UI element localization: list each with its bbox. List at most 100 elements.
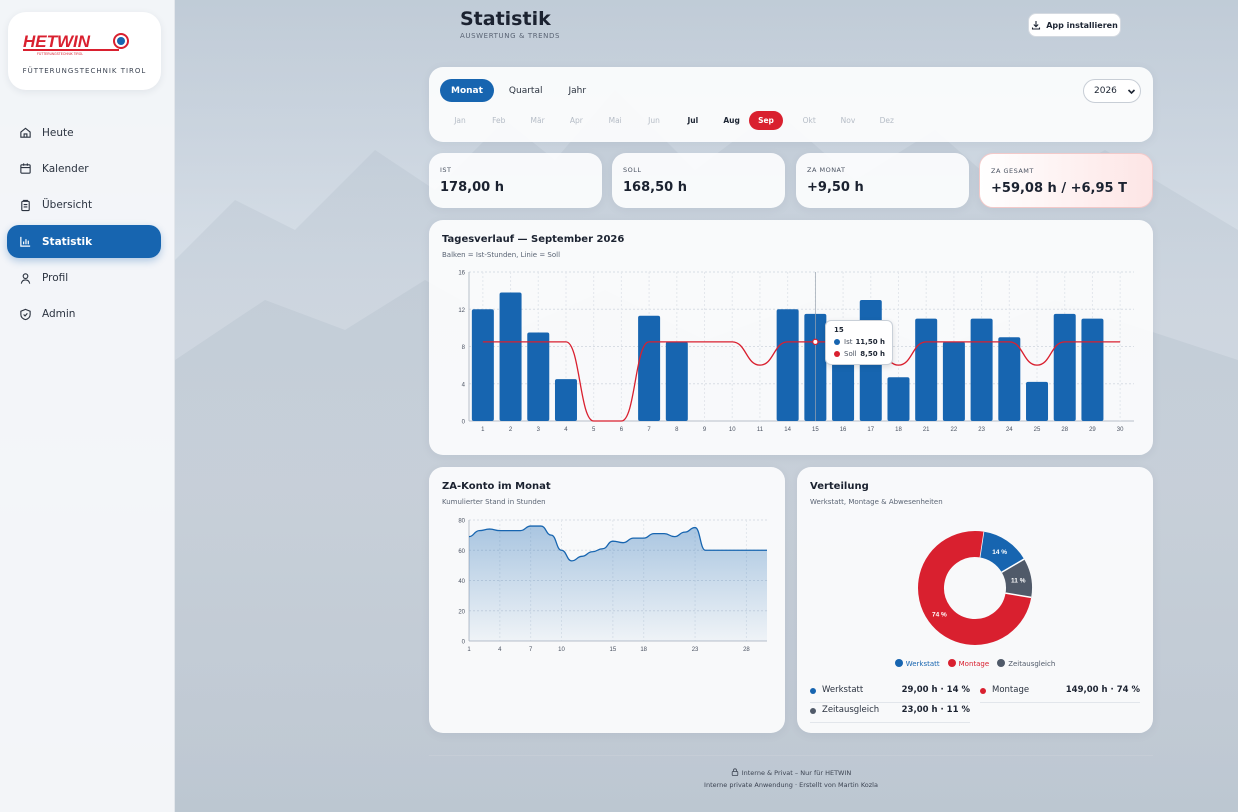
distribution-row-werkstatt: Werkstatt 29,00 h · 14 %	[810, 683, 970, 703]
month-nov: Nov	[840, 116, 856, 125]
sidebar: HETWIN FÜTTERUNGSTECHNIK TIROL FÜTTERUNG…	[0, 0, 175, 812]
logo-tagline: FÜTTERUNGSTECHNIK TIROL	[37, 52, 83, 56]
month-okt: Okt	[802, 116, 816, 125]
nav-item-heute[interactable]: Heute	[7, 116, 161, 149]
za-chart[interactable]: 0 20 40 60 80 1 4 7 10 15 18 23 28	[429, 467, 785, 733]
bar	[776, 309, 799, 421]
kpi-soll: SOLL 168,50 h	[612, 153, 785, 208]
month-apr: Apr	[569, 116, 583, 125]
nav-item-kalender[interactable]: Kalender	[7, 152, 161, 185]
x-tick-label: 15	[610, 647, 617, 653]
distribution-legend: Werkstatt Montage Zeitausgleich	[797, 659, 1153, 668]
za-line	[468, 525, 767, 562]
x-tick-label: 23	[692, 647, 699, 653]
lock-icon	[731, 768, 738, 776]
row-dot	[810, 688, 816, 694]
x-tick-label: 25	[1034, 427, 1041, 433]
x-tick-label: 4	[498, 647, 502, 653]
nav-item-profil[interactable]: Profil	[7, 262, 161, 295]
legend-zeitausgleich[interactable]: Zeitausgleich	[997, 659, 1055, 668]
month-jun: Jun	[648, 116, 660, 125]
bar	[527, 332, 550, 421]
shield-icon	[20, 308, 31, 321]
period-jahr-button[interactable]: Jahr	[568, 85, 587, 96]
bar	[1053, 313, 1076, 421]
user-icon	[20, 272, 31, 284]
x-tick-label: 16	[840, 427, 847, 433]
month-sep[interactable]: Sep	[749, 111, 783, 130]
distribution-row-montage: Montage 149,00 h · 74 %	[980, 683, 1140, 703]
kpi-label: SOLL	[623, 166, 642, 174]
bar	[499, 292, 522, 421]
distribution-title: Verteilung	[810, 481, 869, 492]
y-tick-label: 0	[462, 640, 466, 646]
month-jan: Jan	[454, 116, 466, 125]
x-tick-label: 10	[558, 647, 565, 653]
kpi-value: +9,50 h	[807, 180, 864, 195]
period-quartal-button[interactable]: Quartal	[508, 85, 543, 96]
slice-separator	[1005, 592, 1032, 599]
row-dot	[810, 708, 816, 714]
chart-tooltip: 15 Ist 11,50 h Soll 8,50 h	[825, 320, 893, 365]
x-tick-label: 14	[784, 427, 791, 433]
bar	[1081, 318, 1104, 421]
x-tick-label: 7	[529, 647, 533, 653]
footer-divider	[429, 755, 1153, 756]
row-value: 23,00 h · 11 %	[901, 705, 970, 715]
download-icon	[1032, 21, 1041, 30]
x-tick-label: 29	[1089, 427, 1096, 433]
legend-montage[interactable]: Montage	[947, 659, 990, 668]
nav-label: Kalender	[42, 162, 89, 175]
period-monat-button[interactable]: Monat	[440, 79, 494, 102]
distribution-card: Verteilung Werkstatt, Montage & Abwesenh…	[797, 467, 1153, 733]
row-name: Montage	[992, 685, 1030, 695]
x-tick-label: 3	[537, 427, 541, 433]
x-tick-label: 4	[564, 427, 568, 433]
donut-slice	[1001, 559, 1032, 598]
footer-privacy-text: Interne & Privat – Nur für HETWIN	[741, 769, 852, 777]
bar	[665, 341, 688, 421]
svg-text:HETWIN: HETWIN	[23, 32, 91, 51]
install-app-button[interactable]: App installieren	[1028, 13, 1121, 37]
tooltip-ist-dot	[834, 339, 840, 345]
y-tick-label: 40	[458, 579, 465, 585]
nav-item-statistik[interactable]: Statistik	[7, 225, 161, 259]
month-aug[interactable]: Aug	[723, 116, 740, 125]
legend-label: Montage	[958, 660, 990, 668]
row-name: Werkstatt	[822, 685, 864, 695]
y-tick-label: 60	[458, 549, 465, 555]
month-jul[interactable]: Jul	[687, 116, 699, 125]
filter-card: Monat Quartal Jahr 2026 Jan Feb Mär Apr …	[429, 67, 1153, 142]
x-tick-label: 1	[481, 427, 485, 433]
slice-label: 11 %	[1011, 577, 1026, 584]
x-tick-label: 8	[675, 427, 679, 433]
x-tick-label: 2	[509, 427, 513, 433]
kpi-za-gesamt: ZA GESAMT +59,08 h / +6,95 T	[979, 153, 1153, 208]
nav-item-admin[interactable]: Admin	[7, 298, 161, 331]
brand-subtitle: FÜTTERUNGSTECHNIK TIROL	[22, 67, 147, 75]
distribution-donut-chart[interactable]: 14 % 11 % 74 %	[797, 467, 1153, 657]
daily-chart-card: Tagesverlauf — September 2026 Balken = I…	[429, 220, 1153, 455]
kpi-value: 178,00 h	[440, 180, 504, 195]
legend-werkstatt[interactable]: Werkstatt	[894, 659, 940, 668]
tooltip-soll-dot	[834, 351, 840, 357]
bar	[471, 309, 494, 421]
calendar-icon	[20, 163, 31, 175]
x-tick-label: 6	[620, 427, 624, 433]
period-switch: Monat Quartal Jahr	[440, 79, 597, 102]
x-tick-label: 18	[895, 427, 902, 433]
bar-chart-icon	[20, 237, 31, 247]
row-dot	[980, 688, 986, 694]
kpi-za-monat: ZA MONAT +9,50 h	[796, 153, 969, 208]
x-tick-label: 24	[1006, 427, 1013, 433]
slice-label: 74 %	[932, 611, 947, 618]
distribution-row-zeitausgleich: Zeitausgleich 23,00 h · 11 %	[810, 703, 970, 723]
tooltip-ist-label: Ist	[844, 338, 853, 346]
logo-card[interactable]: HETWIN FÜTTERUNGSTECHNIK TIROL FÜTTERUNG…	[8, 12, 161, 90]
nav-item-uebersicht[interactable]: Übersicht	[7, 189, 161, 222]
bar	[970, 318, 993, 421]
year-select[interactable]: 2026	[1083, 79, 1141, 103]
bar	[887, 377, 910, 421]
x-tick-label: 7	[647, 427, 651, 433]
